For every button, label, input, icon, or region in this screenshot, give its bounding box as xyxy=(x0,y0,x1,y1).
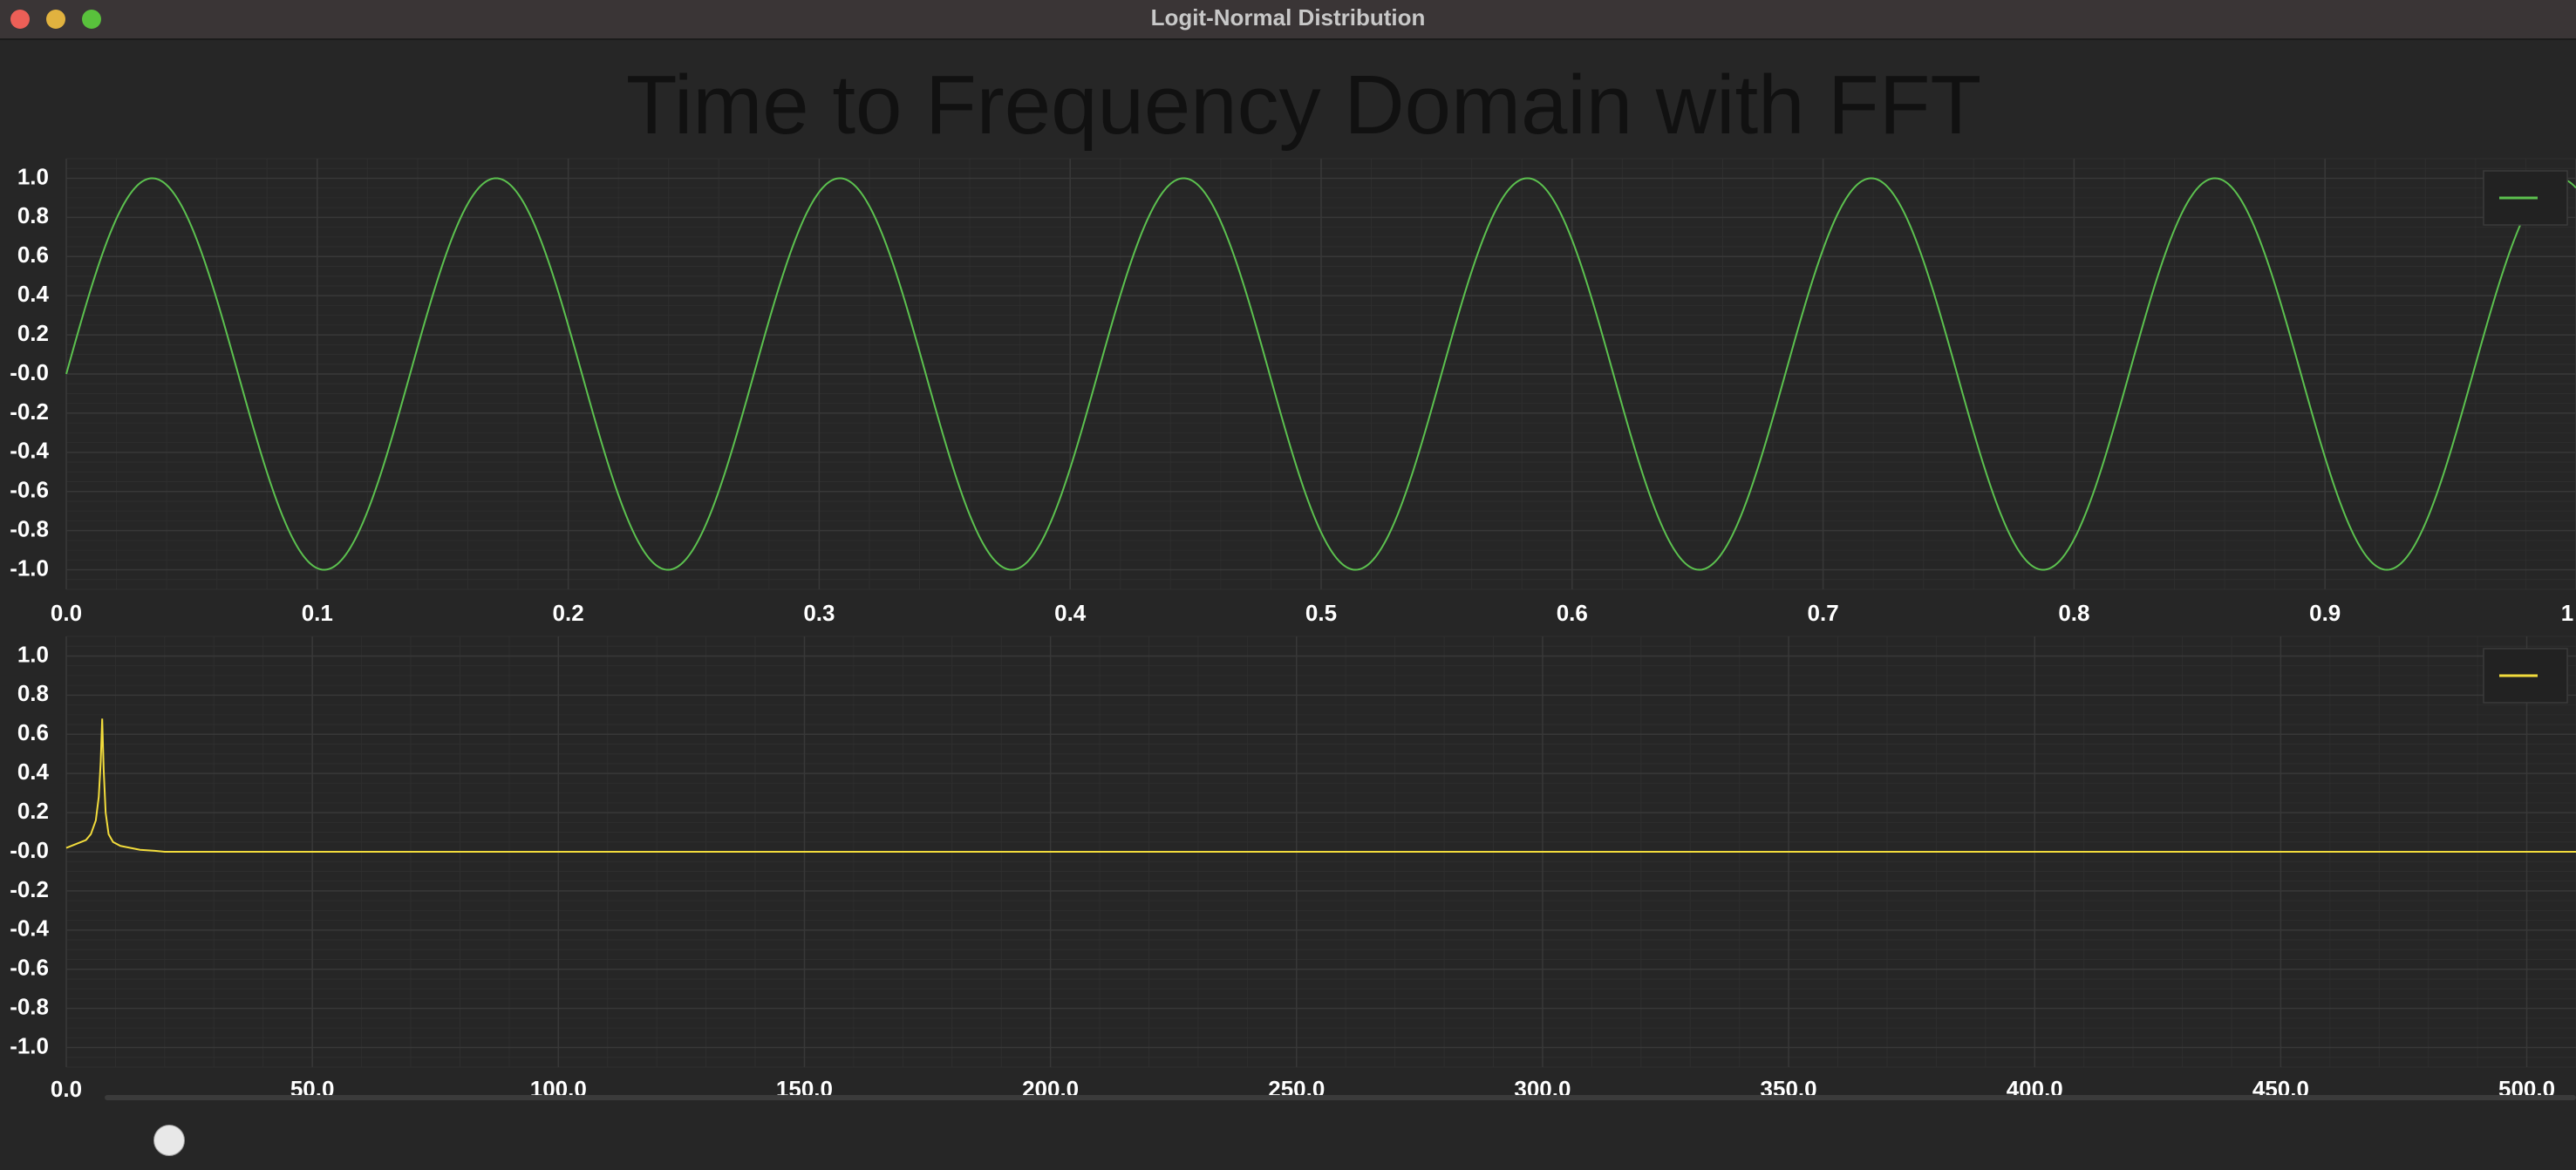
chart-1: 0.0 0.1 0.2 0.3 0.4 0.5 0.6 0.7 0.8 0.9 1 1.0 0.8 0.6… xyxy=(10,158,2576,626)
y-tick-label: -0.4 xyxy=(10,438,49,464)
y-tick-label: -0.0 xyxy=(10,359,49,385)
window-titlebar: Logit-Normal Distribution xyxy=(0,0,2576,40)
x-tick-label: 1 xyxy=(2561,600,2573,626)
y-tick-label: 0.4 xyxy=(17,758,50,785)
x-tick-label: 0.0 xyxy=(51,600,82,626)
y-tick-label: -0.6 xyxy=(10,955,49,981)
y-tick-label: 0.6 xyxy=(17,719,49,745)
x-tick-label: 0.2 xyxy=(553,600,584,626)
y-tick-label: -0.8 xyxy=(10,994,49,1020)
window-title: Logit-Normal Distribution xyxy=(1150,4,1426,31)
y-tick-label: -1.0 xyxy=(10,554,49,581)
slider-handle[interactable] xyxy=(153,1125,186,1156)
y-tick-label: 0.6 xyxy=(17,241,49,268)
minimize-window-button[interactable] xyxy=(46,10,65,29)
legend-box xyxy=(2483,170,2568,226)
y-tick-label: 0.2 xyxy=(17,320,49,346)
series-line-1 xyxy=(65,718,2576,853)
series-line-1 xyxy=(65,177,2576,571)
x-tick-label: 0.4 xyxy=(1054,600,1087,626)
y-tick-label: 0.8 xyxy=(17,680,49,706)
y-tick-label: -0.0 xyxy=(10,837,49,863)
y-tick-label: -0.2 xyxy=(10,398,49,425)
y-tick-label: -0.2 xyxy=(10,876,49,902)
x-tick-label: 0.0 xyxy=(51,1076,82,1102)
y-tick-label: -0.4 xyxy=(10,915,49,942)
x-tick-label: 0.7 xyxy=(1808,600,1839,626)
slider-track[interactable] xyxy=(105,1095,2576,1100)
x-tick-label: 0.8 xyxy=(2058,600,2089,626)
chart-2: 0.0 50.0 100.0 150.0 200.0 250.0 300.0 350.0 400… xyxy=(10,636,2576,1102)
y-tick-label: -0.6 xyxy=(10,477,49,503)
y-tick-label: 0.8 xyxy=(17,202,49,228)
x-tick-label: 0.6 xyxy=(1557,600,1588,626)
main-title: Time to Frequency Domain with FFT xyxy=(625,58,1982,152)
y-tick-label: 0.2 xyxy=(17,798,49,824)
y-tick-label: -0.8 xyxy=(10,516,49,542)
x-tick-label: 0.9 xyxy=(2309,600,2341,626)
x-tick-label: 0.5 xyxy=(1305,600,1337,626)
x-tick-label: 0.1 xyxy=(302,600,333,626)
y-tick-label: 1.0 xyxy=(17,163,49,189)
y-tick-label: -1.0 xyxy=(10,1032,49,1058)
y-tick-label: 0.4 xyxy=(17,281,50,307)
y-tick-label: 1.0 xyxy=(17,641,49,667)
x-tick-label: 0.3 xyxy=(803,600,835,626)
close-window-button[interactable] xyxy=(10,10,30,29)
zoom-window-button[interactable] xyxy=(82,10,101,29)
